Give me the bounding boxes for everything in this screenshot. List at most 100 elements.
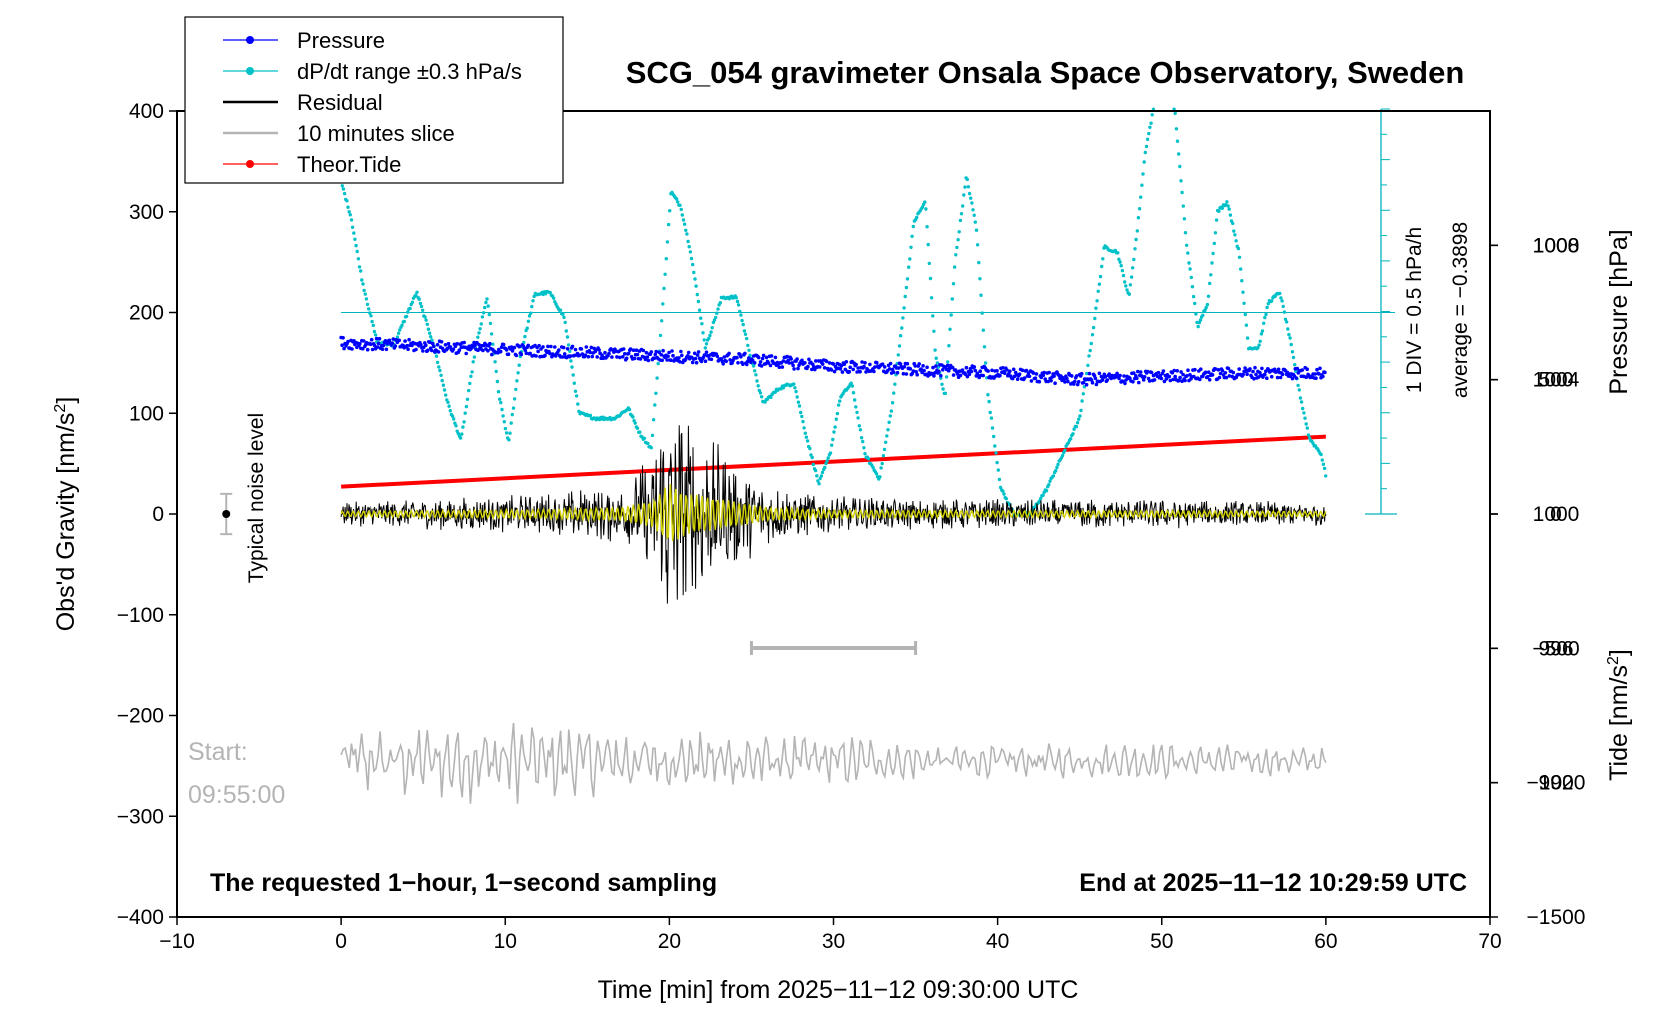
pressure-point — [1264, 369, 1268, 374]
dpdt-point — [1077, 417, 1081, 421]
dpdt-point — [568, 349, 572, 353]
dpdt-point — [996, 468, 1000, 472]
dpdt-point — [831, 437, 835, 442]
dpdt-point — [480, 315, 485, 319]
dpdt-point — [754, 373, 758, 377]
pressure-point — [1049, 378, 1053, 383]
pressure-point — [560, 355, 565, 359]
dpdt-point — [1231, 221, 1235, 226]
pressure-point — [380, 347, 385, 352]
dpdt-point — [1288, 336, 1292, 340]
pressure-point — [1231, 370, 1236, 375]
dpdt-point — [1320, 458, 1325, 462]
pressure-point — [429, 348, 434, 353]
dpdt-point — [1041, 493, 1045, 497]
pressure-point — [464, 351, 469, 356]
dpdt-point — [901, 316, 905, 320]
pressure-tick-label: 992 — [1538, 772, 1573, 795]
pressure-point — [1097, 371, 1102, 376]
dpdt-point — [795, 395, 799, 399]
dpdt-point — [911, 224, 915, 229]
dpdt-point — [1088, 348, 1092, 353]
pressure-axis-ticks: 1008 1004 1000 996 992 — [1490, 234, 1580, 795]
noise-level-label: Typical noise level — [245, 413, 268, 583]
pressure-point — [1248, 367, 1252, 371]
dpdt-point — [1174, 127, 1179, 131]
pressure-point — [1203, 370, 1208, 375]
pressure-point — [1145, 369, 1150, 374]
pressure-point — [1275, 375, 1280, 380]
dpdt-point — [444, 393, 448, 397]
pressure-point — [665, 358, 669, 362]
pressure-point — [875, 360, 879, 365]
dpdt-point — [1303, 416, 1307, 420]
dpdt-point — [472, 355, 477, 359]
pressure-point — [1063, 380, 1067, 384]
dpdt-point — [1173, 111, 1177, 116]
dpdt-point — [853, 398, 857, 402]
dpdt-point — [820, 470, 825, 475]
pressure-point — [667, 350, 671, 355]
pressure-point — [669, 358, 673, 363]
pressure-point — [526, 343, 530, 348]
pressure-point — [827, 361, 832, 365]
dpdt-point — [1090, 333, 1095, 337]
pressure-point — [1041, 373, 1046, 378]
pressure-point — [421, 349, 425, 353]
dpdt-point — [360, 278, 364, 282]
pressure-point — [488, 341, 492, 346]
dpdt-point — [1060, 453, 1065, 458]
dpdt-point — [950, 297, 954, 301]
dpdt-point — [927, 261, 931, 266]
dpdt-point — [517, 363, 521, 367]
dpdt-point — [707, 336, 711, 341]
dpdt-point — [804, 435, 809, 439]
dpdt-point — [1116, 251, 1120, 255]
pressure-point — [1093, 376, 1098, 381]
dpdt-point — [886, 428, 890, 432]
dpdt-point — [558, 308, 563, 312]
dpdt-point — [1297, 388, 1302, 392]
dpdt-point — [368, 311, 372, 315]
pressure-point — [887, 367, 892, 371]
dpdt-point — [681, 218, 686, 222]
dpdt-point — [962, 193, 966, 197]
dpdt-point — [661, 302, 665, 306]
dpdt-point — [947, 344, 951, 348]
dpdt-point — [897, 344, 902, 348]
pressure-point — [1147, 379, 1152, 383]
pressure-point — [1178, 375, 1182, 380]
dpdt-point — [965, 177, 969, 182]
pressure-division-scale — [1365, 108, 1397, 515]
pressure-point — [914, 370, 918, 374]
dpdt-point — [688, 250, 693, 254]
dpdt-point — [481, 311, 486, 315]
dpdt-point — [564, 329, 568, 333]
dpdt-point — [1245, 336, 1250, 340]
pressure-point — [728, 358, 732, 362]
dpdt-point — [511, 406, 516, 410]
y-tick-label: −400 — [117, 906, 164, 929]
dpdt-point — [1133, 247, 1137, 251]
dpdt-point — [910, 234, 914, 238]
dpdt-point — [346, 205, 350, 209]
pressure-point — [477, 342, 481, 347]
pressure-point — [1132, 371, 1136, 375]
dpdt-point — [989, 416, 994, 420]
dpdt-point — [893, 382, 897, 386]
dpdt-point — [450, 414, 455, 418]
dpdt-point — [1051, 474, 1056, 478]
pressure-point — [1183, 378, 1187, 383]
pressure-point — [969, 369, 974, 374]
left-axis-ticks: 400 300 200 100 0 −100 −200 −300 −400 — [117, 100, 177, 929]
dpdt-point — [823, 465, 827, 470]
y-tick-label: 300 — [129, 201, 164, 224]
pressure-point — [1117, 376, 1121, 381]
pressure-point — [965, 374, 970, 379]
x-axis-label: Time [min] from 2025−11−12 09:30:00 UTC — [598, 976, 1079, 1004]
dpdt-point — [531, 299, 535, 303]
pressure-point — [553, 345, 557, 349]
dpdt-point — [498, 397, 502, 401]
dpdt-point — [830, 443, 834, 447]
dpdt-point — [928, 276, 933, 281]
